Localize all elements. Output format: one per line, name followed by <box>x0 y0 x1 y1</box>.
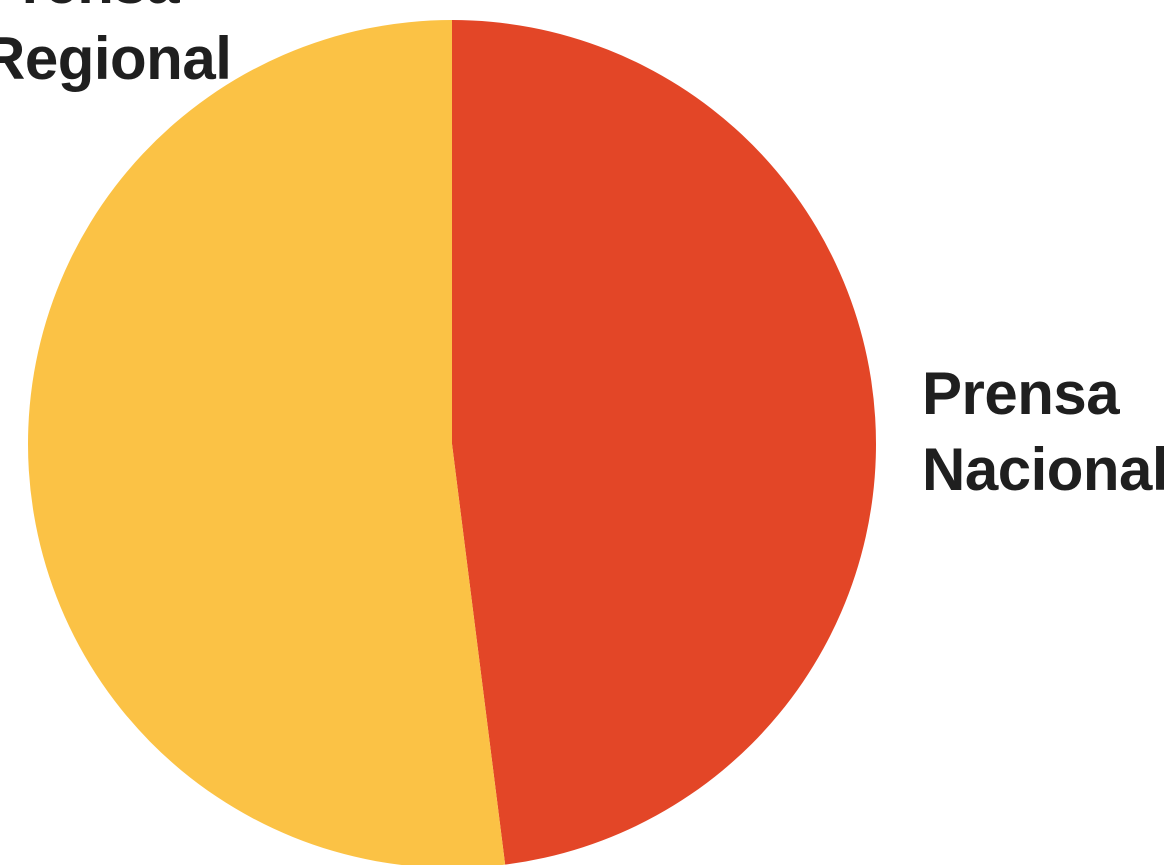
pie-slice-prensa-nacional <box>452 20 876 865</box>
pie-slice-prensa-regional <box>28 20 506 865</box>
slice-label-prensa-regional: Prensa Regional <box>0 0 232 92</box>
slice-label-prensa-nacional: Prensa Nacional <box>922 360 1164 503</box>
